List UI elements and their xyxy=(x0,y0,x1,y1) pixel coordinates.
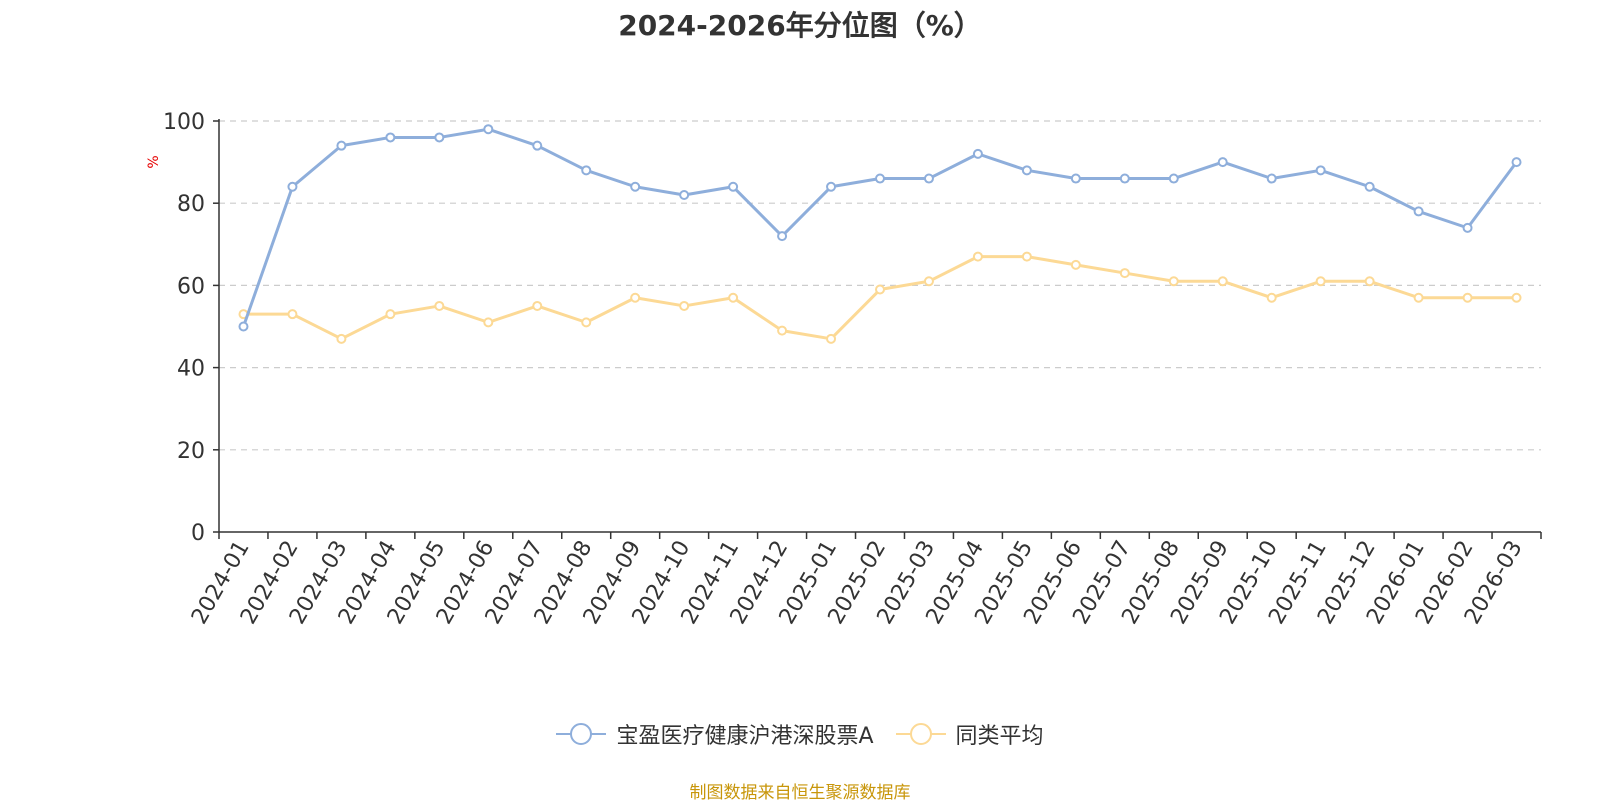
legend-item-peer-average[interactable]: 同类平均 xyxy=(895,718,1044,750)
data-point-s0-2024-03[interactable] xyxy=(336,140,347,151)
data-point-s0-2024-10[interactable] xyxy=(679,189,690,200)
legend-label-fund: 宝盈医疗健康沪港深股票A xyxy=(616,724,874,749)
legend-marker-fund xyxy=(556,723,607,745)
data-point-s0-2025-04[interactable] xyxy=(972,148,983,159)
data-point-s1-2025-07[interactable] xyxy=(1119,268,1130,279)
data-point-s0-2024-12[interactable] xyxy=(777,231,788,242)
data-point-s1-2025-08[interactable] xyxy=(1168,276,1179,287)
data-point-s0-2025-09[interactable] xyxy=(1217,157,1228,168)
data-point-s0-2025-07[interactable] xyxy=(1119,173,1130,184)
data-point-s0-2024-04[interactable] xyxy=(385,132,396,143)
data-point-s1-2025-11[interactable] xyxy=(1315,276,1326,287)
series-line-1 xyxy=(241,255,1519,341)
data-point-s1-2024-11[interactable] xyxy=(728,292,739,303)
data-point-s1-2024-02[interactable] xyxy=(287,309,298,320)
data-point-s1-2025-03[interactable] xyxy=(923,276,934,287)
legend-item-fund[interactable]: 宝盈医疗健康沪港深股票A xyxy=(556,718,874,750)
data-point-s1-2025-04[interactable] xyxy=(972,251,983,262)
data-point-s1-2025-12[interactable] xyxy=(1364,276,1375,287)
data-point-s0-2025-03[interactable] xyxy=(923,173,934,184)
data-point-s0-2025-05[interactable] xyxy=(1021,165,1032,176)
data-point-s1-2024-06[interactable] xyxy=(483,317,494,328)
data-point-s1-2024-05[interactable] xyxy=(434,300,445,311)
data-point-s0-2024-02[interactable] xyxy=(287,181,298,192)
legend-marker-peer-average xyxy=(895,723,946,745)
data-point-s1-2026-01[interactable] xyxy=(1413,292,1424,303)
data-point-s1-2025-10[interactable] xyxy=(1266,292,1277,303)
y-tick-label-20: 20 xyxy=(177,439,205,464)
axis-layer: 0204060801002024-012024-022024-032024-04… xyxy=(163,110,1542,629)
data-point-s1-2024-04[interactable] xyxy=(385,309,396,320)
legend-label-peer-average: 同类平均 xyxy=(955,724,1044,749)
data-point-s1-2024-07[interactable] xyxy=(532,300,543,311)
data-point-s1-2025-05[interactable] xyxy=(1021,251,1032,262)
data-point-s1-2025-06[interactable] xyxy=(1070,259,1081,270)
data-point-s0-2025-10[interactable] xyxy=(1266,173,1277,184)
data-point-s1-2025-01[interactable] xyxy=(826,333,837,344)
data-point-s1-2025-09[interactable] xyxy=(1217,276,1228,287)
data-point-s0-2025-06[interactable] xyxy=(1070,173,1081,184)
y-tick-label-80: 80 xyxy=(177,192,205,217)
y-axis-label: % xyxy=(146,155,162,168)
data-point-s1-2026-02[interactable] xyxy=(1462,292,1473,303)
y-tick-label-100: 100 xyxy=(163,110,205,135)
data-point-s0-2026-03[interactable] xyxy=(1511,157,1522,168)
legend: 宝盈医疗健康沪港深股票A 同类平均 xyxy=(0,718,1600,750)
series-layer xyxy=(238,124,1522,344)
data-point-s0-2024-05[interactable] xyxy=(434,132,445,143)
data-point-s1-2024-03[interactable] xyxy=(336,333,347,344)
data-point-s0-2024-11[interactable] xyxy=(728,181,739,192)
data-point-s0-2025-12[interactable] xyxy=(1364,181,1375,192)
y-tick-label-40: 40 xyxy=(177,357,205,382)
data-point-s0-2026-01[interactable] xyxy=(1413,206,1424,217)
source-note: 制图数据来自恒生聚源数据库 xyxy=(689,783,911,803)
data-point-s0-2024-09[interactable] xyxy=(630,181,641,192)
series-line-0 xyxy=(241,127,1519,328)
data-point-s1-2024-10[interactable] xyxy=(679,300,690,311)
data-point-s0-2025-08[interactable] xyxy=(1168,173,1179,184)
data-point-s0-2024-07[interactable] xyxy=(532,140,543,151)
data-point-s0-2025-11[interactable] xyxy=(1315,165,1326,176)
data-point-s0-2026-02[interactable] xyxy=(1462,222,1473,233)
data-point-s1-2026-03[interactable] xyxy=(1511,292,1522,303)
data-point-s0-2025-01[interactable] xyxy=(826,181,837,192)
data-point-s0-2025-02[interactable] xyxy=(875,173,885,184)
data-point-s0-2024-08[interactable] xyxy=(581,165,592,176)
chart-title: 2024-2026年分位图（%） xyxy=(618,9,982,42)
data-point-s1-2024-12[interactable] xyxy=(777,325,788,336)
y-tick-label-0: 0 xyxy=(191,521,205,546)
data-point-s0-2024-06[interactable] xyxy=(483,124,494,135)
data-point-s1-2025-02[interactable] xyxy=(875,284,885,295)
y-tick-label-60: 60 xyxy=(177,274,205,299)
data-point-s1-2024-09[interactable] xyxy=(630,292,641,303)
data-point-s1-2024-08[interactable] xyxy=(581,317,592,328)
data-point-s0-2024-01[interactable] xyxy=(238,321,249,332)
